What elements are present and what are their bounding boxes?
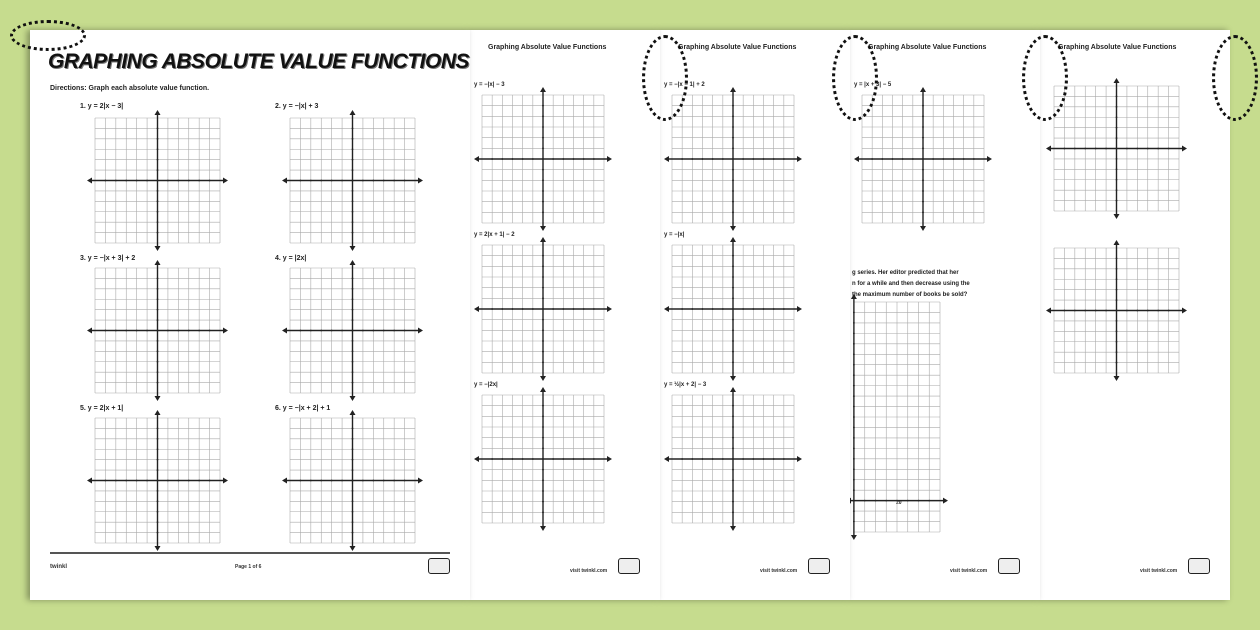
problem-label: 2. y = −|x| + 3 <box>275 103 319 110</box>
coordinate-grid <box>474 387 612 531</box>
coordinate-grid <box>282 260 423 401</box>
word-problem-line: the maximum number of books be sold? <box>852 292 968 298</box>
page-title: Graphing Absolute Value Functions <box>678 44 797 51</box>
coordinate-grid <box>282 410 423 551</box>
footer-text: visit twinkl.com <box>760 568 798 574</box>
dotted-decoration <box>1022 35 1068 121</box>
coordinate-grid <box>87 110 228 251</box>
brand-text: twinkl <box>50 564 68 570</box>
coordinate-grid <box>282 110 423 251</box>
page-title: Graphing Absolute Value Functions <box>1058 44 1177 51</box>
twinkl-logo <box>428 558 450 574</box>
coordinate-grid <box>664 387 802 531</box>
word-problem-line: g series. Her editor predicted that her <box>852 270 959 276</box>
worksheet-page-4: Graphing Absolute Value Functions y = |x… <box>846 30 1068 600</box>
coordinate-grid <box>474 87 612 231</box>
footer-text: visit twinkl.com <box>1140 568 1178 574</box>
coordinate-grid <box>1046 78 1187 219</box>
dotted-decoration <box>642 35 688 121</box>
coordinate-grid <box>87 410 228 551</box>
coordinate-grid <box>854 87 992 231</box>
problem-label: 5. y = 2|x + 1| <box>80 405 124 412</box>
twinkl-logo <box>618 558 640 574</box>
page-title: Graphing Absolute Value Functions <box>868 44 987 51</box>
page-number: Page 1 of 6 <box>235 564 262 570</box>
problem-label: 1. y = 2|x − 3| <box>80 103 124 110</box>
problem-label: 3. y = −|x + 3| + 2 <box>80 255 136 262</box>
axis-label: 20 <box>896 500 902 506</box>
twinkl-logo <box>808 558 830 574</box>
footer-text: visit twinkl.com <box>950 568 988 574</box>
worksheet-page-5: Graphing Absolute Value Functions visit … <box>1040 30 1258 600</box>
coordinate-grid <box>664 237 802 381</box>
worksheet-page-1: GRAPHING ABSOLUTE VALUE FUNCTIONS Direct… <box>10 20 470 600</box>
directions: Directions: Graph each absolute value fu… <box>50 85 210 92</box>
coordinate-grid <box>87 260 228 401</box>
page-title: GRAPHING ABSOLUTE VALUE FUNCTIONS <box>48 50 470 73</box>
problem-label: y = 2|x + 1| − 2 <box>474 232 515 238</box>
problem-label: 6. y = −|x + 2| + 1 <box>275 405 331 412</box>
problem-label: y = ½|x + 2| − 3 <box>664 382 707 388</box>
dotted-decoration <box>1212 35 1258 121</box>
dotted-decoration <box>832 35 878 121</box>
problem-label: y = −|x| <box>664 232 685 238</box>
problem-label: y = −|x| − 3 <box>474 82 505 88</box>
footer-text: visit twinkl.com <box>570 568 608 574</box>
word-problem-line: n for a while and then decrease using th… <box>852 281 970 287</box>
worksheet-page-3: Graphing Absolute Value Functions y = −|… <box>660 30 878 600</box>
problem-label: y = −|2x| <box>474 382 498 388</box>
problem-label: 4. y = |2x| <box>275 255 307 262</box>
twinkl-logo <box>1188 558 1210 574</box>
twinkl-logo <box>998 558 1020 574</box>
dotted-decoration <box>10 20 86 51</box>
coordinate-grid <box>474 237 612 381</box>
coordinate-grid <box>664 87 802 231</box>
coordinate-grid <box>1046 240 1187 381</box>
coordinate-grid <box>846 294 948 540</box>
footer-divider <box>50 552 450 554</box>
page-title: Graphing Absolute Value Functions <box>488 44 607 51</box>
worksheet-page-2: Graphing Absolute Value Functions y = −|… <box>470 30 688 600</box>
